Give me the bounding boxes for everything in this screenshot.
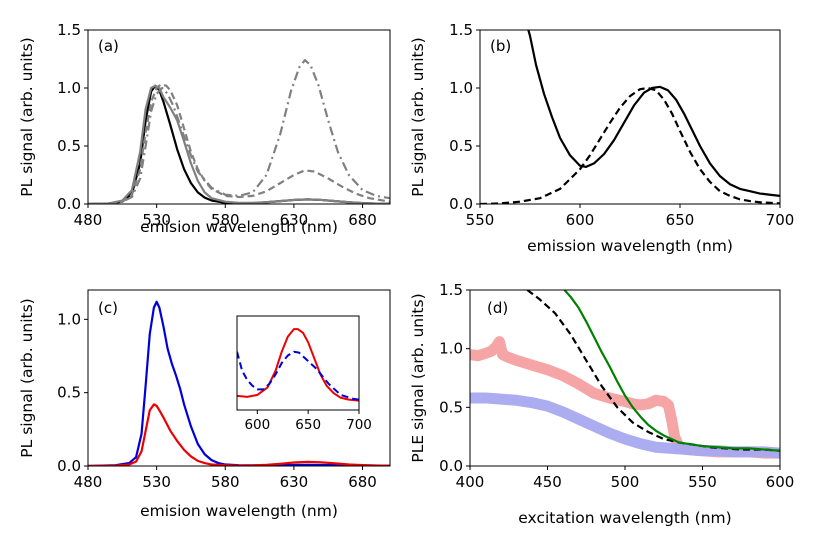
y-tick-label: 1.5: [449, 21, 473, 39]
x-tick-label: 700: [346, 417, 372, 433]
panel-d: (d) excitation wavelength (nm) PLE signa…: [409, 281, 794, 527]
panel-a-label: (a): [98, 37, 119, 55]
y-tick-label: 0.0: [439, 457, 463, 475]
series-solid-black: [527, 30, 780, 197]
panel-a: (a) emision wavelength (nm) PL signal (a…: [18, 21, 391, 236]
series-solid-gray: [88, 84, 390, 204]
y-tick-label: 0.0: [57, 457, 81, 475]
y-tick-label: 1.0: [57, 79, 81, 97]
x-tick-label: 500: [611, 473, 640, 491]
y-tick-label: 0.5: [57, 384, 81, 402]
x-tick-label: 580: [211, 473, 240, 491]
x-tick-label: 680: [348, 211, 377, 229]
axes-frame: [87, 289, 391, 467]
x-tick-label: 650: [666, 211, 695, 229]
x-tick-label: 600: [244, 417, 270, 433]
panel-b-xlabel: emission wavelength (nm): [527, 237, 733, 255]
panel-b-label: (b): [490, 37, 511, 55]
x-tick-label: 680: [348, 473, 377, 491]
series-dashdot-gray: [88, 59, 390, 204]
panel-c-xlabel: emision wavelength (nm): [140, 502, 338, 520]
series-dashed-gray: [88, 83, 390, 204]
panel-c: (c) emision wavelength (nm) PL signal (a…: [18, 289, 391, 520]
axes-frame: [479, 29, 781, 205]
x-tick-label: 630: [280, 211, 309, 229]
panel-c-ylabel: PL signal (arb. units): [18, 298, 36, 457]
x-tick-label: 480: [74, 473, 103, 491]
x-tick-label: 550: [466, 211, 495, 229]
panel-d-label: (d): [487, 299, 508, 317]
y-tick-label: 1.0: [449, 79, 473, 97]
y-tick-label: 0.5: [57, 137, 81, 155]
x-tick-label: 530: [142, 211, 171, 229]
panel-b-ylabel: PL signal (arb. units): [409, 37, 427, 196]
y-tick-label: 1.0: [439, 340, 463, 358]
panel-b: (b) emission wavelength (nm) PL signal (…: [409, 21, 795, 255]
x-tick-label: 600: [566, 211, 595, 229]
x-tick-label: 700: [766, 211, 795, 229]
x-tick-label: 480: [74, 211, 103, 229]
panel-c-inset: 600 650 700: [236, 315, 372, 433]
y-tick-label: 1.0: [57, 310, 81, 328]
series-green: [563, 290, 780, 452]
x-tick-label: 650: [295, 417, 321, 433]
x-tick-label: 600: [766, 473, 795, 491]
axes-frame: [87, 29, 391, 205]
y-tick-label: 0.0: [57, 195, 81, 213]
x-tick-label: 550: [688, 473, 717, 491]
panel-a-xlabel: emision wavelength (nm): [140, 218, 338, 236]
panel-a-ylabel: PL signal (arb. units): [18, 37, 36, 196]
series-lavender-thick: [470, 392, 780, 459]
y-tick-label: 1.5: [57, 21, 81, 39]
x-tick-label: 530: [142, 473, 171, 491]
x-tick-label: 630: [280, 473, 309, 491]
series-dashed-black: [526, 290, 780, 452]
y-tick-label: 1.5: [439, 281, 463, 299]
x-tick-label: 580: [211, 211, 240, 229]
series-red: [237, 328, 359, 402]
panel-c-label: (c): [98, 299, 118, 317]
panel-d-xlabel: excitation wavelength (nm): [518, 509, 731, 527]
series-dashed-black: [480, 86, 780, 204]
y-tick-label: 0.0: [449, 195, 473, 213]
x-tick-label: 400: [456, 473, 485, 491]
x-tick-label: 450: [533, 473, 562, 491]
series-blue-dashed: [237, 350, 359, 401]
axes-frame: [236, 315, 360, 411]
y-tick-label: 0.5: [439, 398, 463, 416]
panel-d-ylabel: PLE signal (arb. units): [409, 293, 427, 462]
series-red: [88, 403, 390, 466]
y-tick-label: 0.5: [449, 137, 473, 155]
